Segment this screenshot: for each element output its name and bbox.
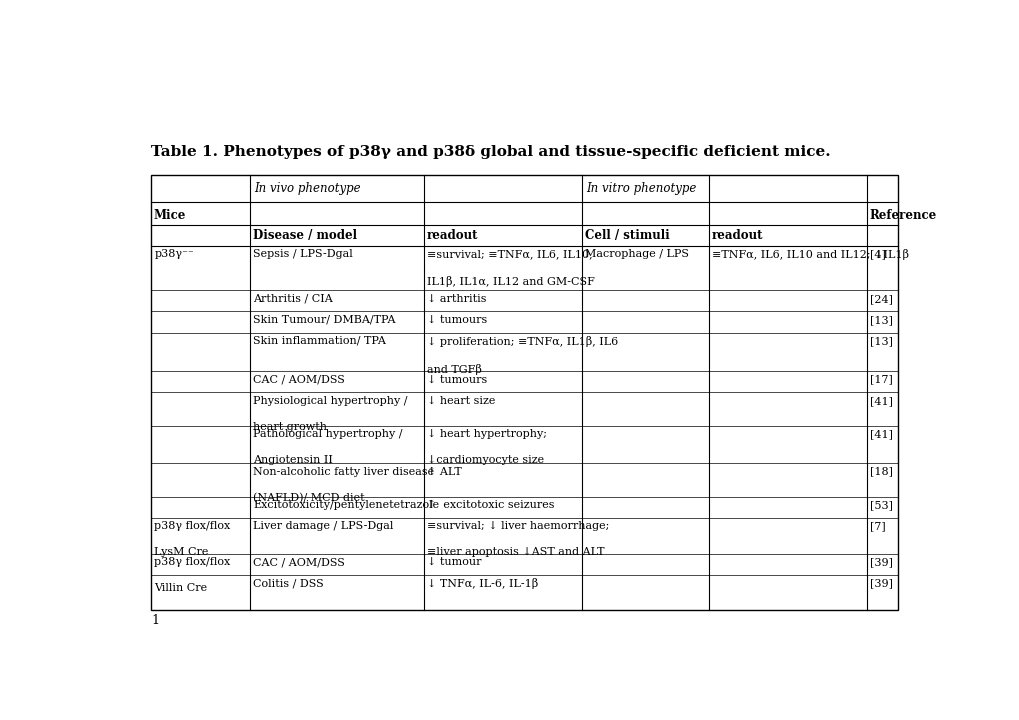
Text: ≡survival; ≡TNFα, IL6, IL10,

IL1β, IL1α, IL12 and GM-CSF: ≡survival; ≡TNFα, IL6, IL10, IL1β, IL1α,… bbox=[427, 249, 594, 287]
Text: readout: readout bbox=[427, 229, 478, 242]
Text: ↓ heart hypertrophy;

↓cardiomyocyte size: ↓ heart hypertrophy; ↓cardiomyocyte size bbox=[427, 429, 546, 465]
Text: Liver damage / LPS-Dgal: Liver damage / LPS-Dgal bbox=[253, 521, 393, 531]
Text: Skin Tumour/ DMBA/TPA: Skin Tumour/ DMBA/TPA bbox=[253, 315, 395, 325]
Text: Macrophage / LPS: Macrophage / LPS bbox=[585, 249, 689, 259]
Text: p38γ flox/flox

Villin Cre: p38γ flox/flox Villin Cre bbox=[154, 557, 230, 593]
Text: [41]: [41] bbox=[869, 429, 892, 439]
Text: ↓ tumours: ↓ tumours bbox=[427, 315, 487, 325]
Text: Excitotoxicity/pentylenetetrazole: Excitotoxicity/pentylenetetrazole bbox=[253, 500, 439, 510]
Text: [13]: [13] bbox=[869, 315, 892, 325]
Text: ↓ arthritis: ↓ arthritis bbox=[427, 294, 486, 304]
Text: Skin inflammation/ TPA: Skin inflammation/ TPA bbox=[253, 336, 385, 346]
Text: p38γ flox/flox

LysM Cre: p38γ flox/flox LysM Cre bbox=[154, 521, 230, 557]
Text: ≡TNFα, IL6, IL10 and IL12; ↓IL1β: ≡TNFα, IL6, IL10 and IL12; ↓IL1β bbox=[711, 249, 908, 261]
Text: ↑  excitotoxic seizures: ↑ excitotoxic seizures bbox=[427, 500, 554, 510]
Text: Colitis / DSS: Colitis / DSS bbox=[253, 578, 324, 588]
Text: ↓ heart size: ↓ heart size bbox=[427, 396, 495, 406]
Text: [41]: [41] bbox=[869, 396, 892, 406]
Text: [24]: [24] bbox=[869, 294, 892, 304]
Text: Mice: Mice bbox=[154, 210, 185, 222]
Text: [39]: [39] bbox=[869, 578, 892, 588]
Text: Sepsis / LPS-Dgal: Sepsis / LPS-Dgal bbox=[253, 249, 353, 259]
Text: [53]: [53] bbox=[869, 500, 892, 510]
Text: [7]: [7] bbox=[869, 521, 884, 531]
Text: readout: readout bbox=[711, 229, 762, 242]
Text: Disease / model: Disease / model bbox=[253, 229, 357, 242]
Text: ≡survival; ↓ liver haemorrhage;

≡liver apoptosis ↓AST and ALT: ≡survival; ↓ liver haemorrhage; ≡liver a… bbox=[427, 521, 609, 557]
Text: ↓ tumours: ↓ tumours bbox=[427, 374, 487, 384]
Text: Pathological hypertrophy /

Angiotensin II: Pathological hypertrophy / Angiotensin I… bbox=[253, 429, 403, 465]
Text: Physiological hypertrophy /

heart growth: Physiological hypertrophy / heart growth bbox=[253, 396, 408, 432]
Text: p38γ⁻⁻: p38γ⁻⁻ bbox=[154, 249, 194, 259]
Text: [4]: [4] bbox=[869, 249, 884, 259]
Text: Reference: Reference bbox=[868, 210, 935, 222]
Text: 1: 1 bbox=[151, 614, 159, 627]
Text: [17]: [17] bbox=[869, 374, 892, 384]
Text: CAC / AOM/DSS: CAC / AOM/DSS bbox=[253, 557, 344, 567]
Text: Arthritis / CIA: Arthritis / CIA bbox=[253, 294, 332, 304]
Bar bbox=[151, 175, 898, 611]
Text: ↓ TNFα, IL-6, IL-1β: ↓ TNFα, IL-6, IL-1β bbox=[427, 578, 538, 589]
Text: [39]: [39] bbox=[869, 557, 892, 567]
Text: Cell / stimuli: Cell / stimuli bbox=[585, 229, 669, 242]
Text: In vivo phenotype: In vivo phenotype bbox=[254, 182, 361, 195]
Text: Non-alcoholic fatty liver disease

(NAFLD)/ MCD diet: Non-alcoholic fatty liver disease (NAFLD… bbox=[253, 467, 434, 503]
Text: [18]: [18] bbox=[869, 467, 892, 477]
Text: [13]: [13] bbox=[869, 336, 892, 346]
Text: Table 1. Phenotypes of p38γ and p38δ global and tissue-specific deficient mice.: Table 1. Phenotypes of p38γ and p38δ glo… bbox=[151, 145, 830, 158]
Text: ↓ proliferation; ≡TNFα, IL1β, IL6

and TGFβ: ↓ proliferation; ≡TNFα, IL1β, IL6 and TG… bbox=[427, 336, 618, 374]
Text: ↑ ALT: ↑ ALT bbox=[427, 467, 462, 477]
Text: ↓ tumour: ↓ tumour bbox=[427, 557, 481, 567]
Text: In vitro phenotype: In vitro phenotype bbox=[585, 182, 696, 195]
Text: CAC / AOM/DSS: CAC / AOM/DSS bbox=[253, 374, 344, 384]
